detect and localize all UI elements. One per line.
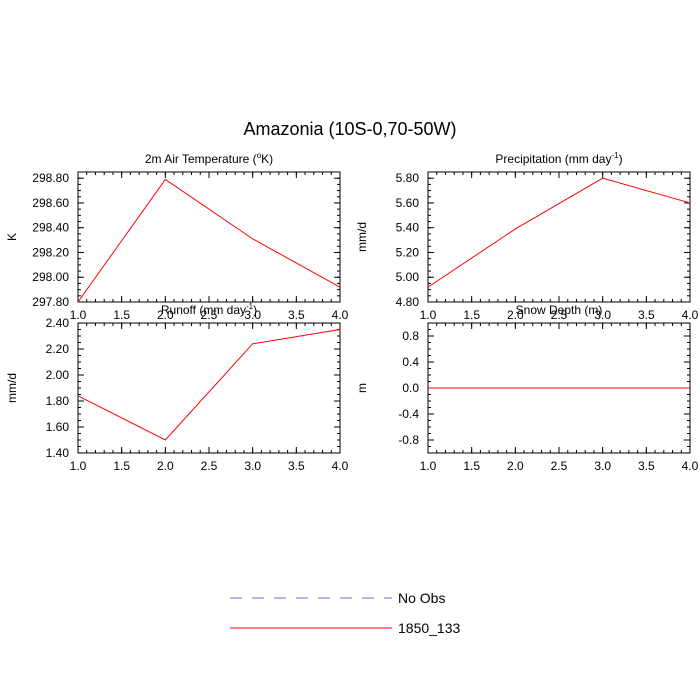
legend-label: 1850_133 bbox=[398, 620, 461, 636]
y-tick-label: 2.00 bbox=[46, 368, 70, 382]
x-tick-label: 3.0 bbox=[244, 459, 261, 473]
x-tick-label: 3.5 bbox=[638, 308, 655, 322]
y-axis-label: K bbox=[5, 233, 19, 241]
y-tick-label: 297.80 bbox=[32, 295, 69, 309]
y-tick-label: 298.00 bbox=[32, 270, 69, 284]
panel-title: 2m Air Temperature (oK) bbox=[145, 151, 273, 166]
x-tick-label: 4.0 bbox=[332, 459, 349, 473]
x-tick-label: 2.0 bbox=[507, 308, 524, 322]
legend: No Obs 1850_133 bbox=[230, 590, 461, 636]
x-tick-label: 1.0 bbox=[420, 459, 437, 473]
y-tick-label: 298.60 bbox=[32, 196, 69, 210]
panel-title: Snow Depth (m) bbox=[516, 303, 603, 317]
x-tick-label: 4.0 bbox=[682, 308, 699, 322]
x-tick-label: 1.0 bbox=[420, 308, 437, 322]
x-tick-label: 2.0 bbox=[157, 308, 174, 322]
series-line-1850_133 bbox=[427, 177, 691, 288]
x-tick-label: 3.0 bbox=[594, 459, 611, 473]
y-tick-label: 298.40 bbox=[32, 221, 69, 235]
y-tick-label: 5.60 bbox=[396, 196, 420, 210]
y-tick-label: 2.20 bbox=[46, 342, 70, 356]
x-tick-label: 3.0 bbox=[594, 308, 611, 322]
panel-precip: Precipitation (mm day-1) mm/d 1.0 1.5 2.0 2.5… bbox=[355, 151, 699, 322]
y-tick-label: 0.4 bbox=[402, 355, 419, 369]
x-tick-label: 1.5 bbox=[463, 459, 480, 473]
y-tick-label: 5.80 bbox=[396, 171, 420, 185]
x-tick-label: 4.0 bbox=[332, 308, 349, 322]
x-tick-label: 2.5 bbox=[551, 459, 568, 473]
panel-runoff: Runoff (mm day-1) mm/d 1.0 1.5 2.0 2.5 3.0 3.5 4… bbox=[5, 302, 349, 473]
legend-label: No Obs bbox=[398, 590, 445, 606]
y-axis-label: mm/d bbox=[355, 222, 369, 252]
x-tick-label: 1.5 bbox=[113, 459, 130, 473]
x-tick-label: 3.0 bbox=[244, 308, 261, 322]
y-tick-label: 5.20 bbox=[396, 245, 420, 259]
x-tick-label: 3.5 bbox=[638, 459, 655, 473]
panel-title: Runoff (mm day-1) bbox=[161, 302, 257, 317]
y-axis-label: m bbox=[355, 383, 369, 393]
x-tick-label: 2.5 bbox=[201, 459, 218, 473]
x-tick-label: 2.0 bbox=[507, 459, 524, 473]
series-line-1850_133 bbox=[77, 329, 341, 441]
x-tick-label: 1.5 bbox=[113, 308, 130, 322]
y-tick-label: 5.40 bbox=[396, 221, 420, 235]
x-tick-label: 1.0 bbox=[70, 308, 87, 322]
y-tick-label: 0.0 bbox=[402, 381, 419, 395]
y-tick-label: 298.80 bbox=[32, 171, 69, 185]
x-tick-label: 1.0 bbox=[70, 459, 87, 473]
y-axis-label: mm/d bbox=[5, 373, 19, 403]
x-tick-label: 2.5 bbox=[201, 308, 218, 322]
panel-title: Precipitation (mm day-1) bbox=[495, 151, 622, 166]
y-tick-label: 1.80 bbox=[46, 394, 70, 408]
y-tick-label: 2.40 bbox=[46, 316, 70, 330]
x-tick-label: 1.5 bbox=[463, 308, 480, 322]
plot-frame bbox=[77, 322, 341, 454]
y-tick-label: 0.8 bbox=[402, 329, 419, 343]
series-line-1850_133 bbox=[77, 178, 341, 303]
panel-snow: Snow Depth (m) m 1.0 1.5 2.0 2.5 3.0 3.5 4.0 -0.8… bbox=[355, 303, 699, 473]
panels-group: 2m Air Temperature (oK) K 1.0 1.5 2.0 2.5 3.0 3… bbox=[5, 151, 699, 473]
y-tick-label: -0.8 bbox=[398, 433, 419, 447]
panel-temp: 2m Air Temperature (oK) K 1.0 1.5 2.0 2.5 3.0 3… bbox=[5, 151, 349, 322]
plot-frame bbox=[77, 171, 341, 303]
y-tick-label: -0.4 bbox=[398, 407, 419, 421]
y-tick-label: 5.00 bbox=[396, 270, 420, 284]
x-tick-label: 2.0 bbox=[157, 459, 174, 473]
y-tick-label: 4.80 bbox=[396, 295, 420, 309]
x-tick-label: 4.0 bbox=[682, 459, 699, 473]
y-tick-label: 298.20 bbox=[32, 245, 69, 259]
y-tick-label: 1.60 bbox=[46, 420, 70, 434]
x-tick-label: 2.5 bbox=[551, 308, 568, 322]
x-tick-label: 3.5 bbox=[288, 308, 305, 322]
x-tick-label: 3.5 bbox=[288, 459, 305, 473]
y-tick-label: 1.40 bbox=[46, 446, 70, 460]
figure-title: Amazonia (10S-0,70-50W) bbox=[243, 119, 456, 139]
